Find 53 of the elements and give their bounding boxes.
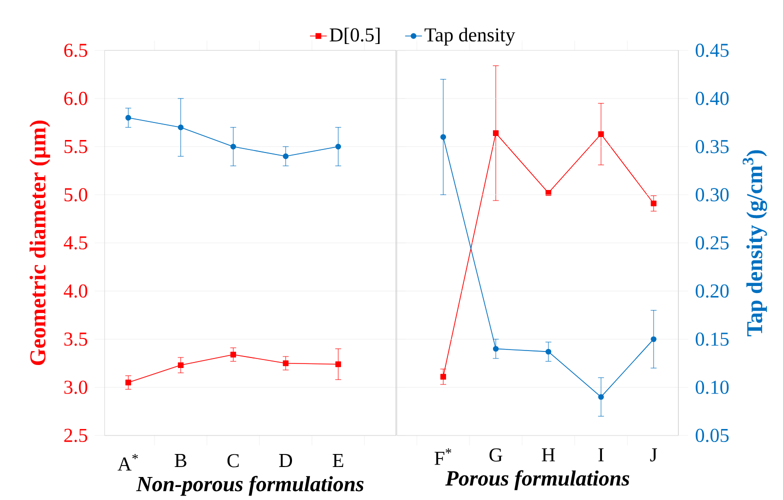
y-tick-label: 5.5 (64, 140, 88, 154)
point (440, 134, 446, 140)
x-tick-label: B (174, 454, 186, 468)
y-tick-label: 6.0 (64, 92, 88, 106)
legend-label: Tap density (424, 28, 516, 46)
x-tick-label: G (490, 448, 502, 462)
point (650, 200, 656, 206)
point (125, 115, 132, 121)
point (282, 154, 289, 160)
point (546, 349, 552, 355)
point (598, 394, 604, 400)
y2-tick-label: 0.45 (696, 44, 729, 58)
x-tick-label: F$^{*}$ (434, 448, 452, 465)
legend-label: D[0.5] (330, 28, 380, 44)
x-tick-label: I (598, 448, 604, 462)
point (492, 346, 499, 352)
point (230, 352, 236, 358)
point (335, 144, 342, 150)
y-tick-label: 4.5 (64, 236, 88, 250)
point (178, 124, 184, 130)
point (598, 131, 604, 138)
y-tick-label: 4.0 (64, 284, 88, 298)
y2-tick-label: 0.30 (696, 188, 729, 202)
point (492, 130, 499, 136)
point (282, 360, 289, 366)
point (650, 336, 656, 342)
y2-tick-label: 0.40 (696, 92, 729, 106)
x-tick-label: J (650, 448, 658, 462)
y2-tick-label: 0.35 (696, 140, 729, 154)
x-axis-title: Non-porous formulations (136, 476, 364, 496)
y2-tick-label: 0.20 (696, 284, 729, 298)
y2-tick-label: 0.10 (696, 380, 729, 394)
y-axis-title: Geometric diameter (μm) (30, 120, 50, 366)
point (125, 380, 132, 386)
x-tick-label: D (279, 454, 292, 468)
x-axis-title: Porous formulations (445, 470, 630, 490)
x-tick-label: E (332, 454, 344, 468)
x-tick-label: H (542, 448, 555, 462)
x-tick-label: C (227, 454, 239, 468)
y2-tick-label: 0.05 (696, 428, 729, 442)
point (335, 362, 342, 368)
y2-axis-title: Tap density (g/cm$^{3}$) (742, 150, 768, 336)
y-tick-label: 6.5 (64, 44, 88, 58)
y-tick-label: 3.0 (64, 380, 88, 394)
y-tick-label: 2.5 (64, 428, 88, 442)
point (178, 362, 184, 368)
y2-tick-label: 0.15 (696, 332, 729, 346)
x-tick-label: A$^{*}$ (118, 454, 138, 471)
y-tick-label: 5.0 (64, 188, 88, 202)
point (440, 374, 446, 380)
y2-tick-label: 0.25 (696, 236, 729, 250)
y-tick-label: 3.5 (64, 332, 88, 346)
point (230, 144, 236, 150)
